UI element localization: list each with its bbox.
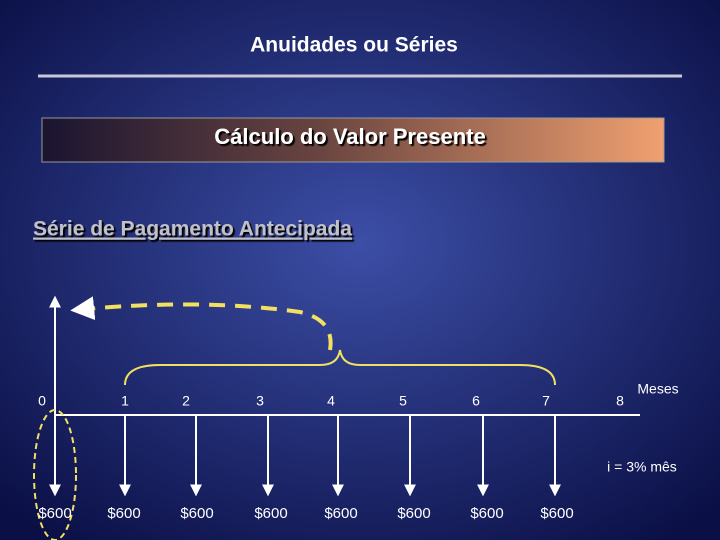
period-label: 1: [121, 393, 129, 409]
period-label: 5: [399, 393, 407, 409]
discount-arrow: [70, 296, 333, 351]
payment-label: $600: [38, 505, 71, 522]
banner-text: Cálculo do Valor Presente: [214, 124, 485, 149]
period-label: 4: [327, 393, 335, 409]
highlight-ellipse: [33, 409, 77, 540]
payment-label: $600: [397, 505, 430, 522]
period-label: 7: [542, 393, 550, 409]
period-label: 2: [182, 393, 190, 409]
period-label: 0: [38, 393, 46, 409]
payment-label: $600: [470, 505, 503, 522]
section-heading: Série de Pagamento Antecipada: [33, 218, 352, 241]
timeline: 0 1 2 3 4 5 6 7 8 $600 $600 $600 $600 $600 $600 $600 $60…: [38, 393, 624, 522]
slide-title: Anuidades ou Séries: [250, 34, 458, 57]
brace: [124, 349, 556, 386]
period-label: 8: [616, 393, 624, 409]
payment-label: $600: [254, 505, 287, 522]
time-unit: Meses: [637, 381, 678, 397]
payment-label: $600: [324, 505, 357, 522]
payment-label: $600: [180, 505, 213, 522]
period-label: 6: [472, 393, 480, 409]
period-label: 3: [256, 393, 264, 409]
interest-rate: i = 3% mês: [607, 459, 677, 475]
payment-label: $600: [107, 505, 140, 522]
payment-label: $600: [540, 505, 573, 522]
banner-box: [41, 117, 665, 163]
